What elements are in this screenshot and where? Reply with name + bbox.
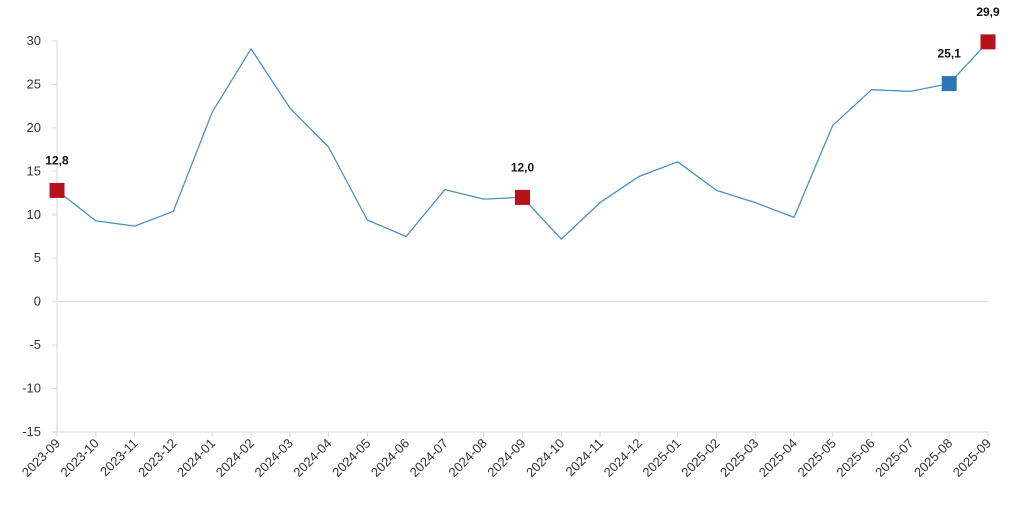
data-point-marker bbox=[515, 189, 530, 205]
series-layer bbox=[56, 41, 989, 240]
x-tick-label: 2025-04 bbox=[756, 436, 800, 480]
x-tick-label: 2025-07 bbox=[872, 436, 916, 480]
x-tick-label: 2025-02 bbox=[678, 436, 722, 480]
x-tick-label: 2025-09 bbox=[950, 436, 994, 480]
marker-layer: 12,8 12,0 25,1 29,9 bbox=[45, 5, 1000, 205]
x-tick-label: 2023-09 bbox=[19, 436, 63, 480]
y-tick-label: 20 bbox=[27, 120, 41, 135]
series-line bbox=[56, 41, 989, 240]
x-tick-label: 2024-10 bbox=[523, 436, 567, 480]
x-tick-label: 2023-12 bbox=[135, 436, 179, 480]
data-point-marker bbox=[941, 76, 957, 92]
x-tick-label: 2025-05 bbox=[795, 436, 839, 480]
y-tick-label: 25 bbox=[27, 76, 41, 91]
y-tick-label: 30 bbox=[27, 33, 41, 48]
x-tick-label: 2024-08 bbox=[445, 436, 489, 480]
x-tick-label: 2025-08 bbox=[911, 436, 955, 480]
x-tick-label: 2023-10 bbox=[58, 436, 102, 480]
x-tick-label: 2024-09 bbox=[484, 436, 528, 480]
x-tick-label: 2025-06 bbox=[833, 436, 877, 480]
x-tick-label: 2024-11 bbox=[563, 436, 607, 480]
data-label: 12,0 bbox=[511, 160, 535, 174]
x-tick-label: 2024-05 bbox=[329, 436, 373, 480]
x-tick-label: 2023-11 bbox=[97, 436, 141, 480]
data-label: 12,8 bbox=[45, 153, 69, 167]
y-tick-label: 5 bbox=[34, 250, 41, 265]
y-tick-label: -5 bbox=[29, 337, 41, 352]
y-tick-label: 15 bbox=[27, 163, 41, 178]
x-tick-label: 2024-02 bbox=[213, 436, 257, 480]
y-tick-label: -10 bbox=[22, 381, 41, 396]
y-tick-label: -15 bbox=[22, 424, 41, 439]
y-tick-label: 10 bbox=[27, 207, 41, 222]
data-point-marker bbox=[49, 182, 65, 198]
y-tick-label: 0 bbox=[34, 294, 41, 309]
x-tick-label: 2024-04 bbox=[290, 436, 334, 480]
x-tick-label: 2024-06 bbox=[368, 436, 412, 480]
data-label: 25,1 bbox=[938, 47, 962, 61]
x-tick-label: 2024-01 bbox=[174, 436, 218, 480]
x-tick-label: 2025-01 bbox=[639, 436, 683, 480]
chart-axes: 302520151050-5-10-152023-092023-102023-1… bbox=[19, 33, 994, 480]
x-tick-label: 2025-03 bbox=[717, 436, 761, 480]
x-tick-label: 2024-07 bbox=[407, 436, 451, 480]
x-tick-label: 2024-12 bbox=[601, 436, 645, 480]
data-label: 29,9 bbox=[976, 5, 1000, 19]
x-tick-label: 2024-03 bbox=[252, 436, 296, 480]
data-point-marker bbox=[980, 34, 996, 50]
